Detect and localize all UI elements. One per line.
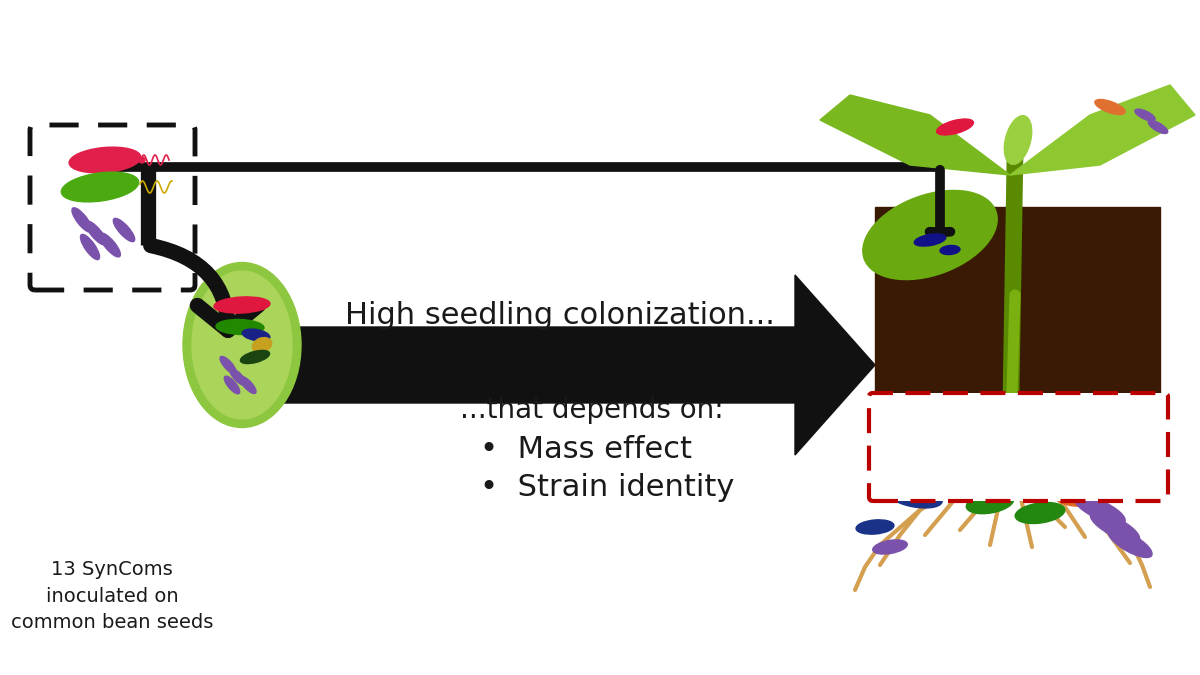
- Ellipse shape: [1054, 488, 1096, 506]
- Text: 13 SynComs
inoculated on
common bean seeds: 13 SynComs inoculated on common bean see…: [11, 560, 214, 632]
- Ellipse shape: [70, 147, 140, 173]
- Bar: [875, 207, 1160, 457]
- FancyBboxPatch shape: [30, 125, 194, 290]
- Text: •  Mass effect: • Mass effect: [480, 435, 692, 464]
- Ellipse shape: [1075, 496, 1126, 524]
- Ellipse shape: [252, 338, 271, 352]
- Polygon shape: [1010, 85, 1195, 175]
- Ellipse shape: [242, 329, 270, 341]
- Ellipse shape: [240, 377, 256, 394]
- Text: High seedling colonization...: High seedling colonization...: [346, 300, 775, 329]
- Ellipse shape: [914, 234, 946, 246]
- Ellipse shape: [72, 208, 92, 232]
- Ellipse shape: [61, 172, 139, 202]
- Ellipse shape: [192, 271, 292, 419]
- FancyBboxPatch shape: [869, 393, 1168, 501]
- Text: Influence on rhizosphere
and seedling microbiota: Influence on rhizosphere and seedling mi…: [902, 425, 1134, 469]
- Ellipse shape: [85, 221, 107, 245]
- Ellipse shape: [1148, 121, 1168, 134]
- Ellipse shape: [1108, 529, 1152, 558]
- Text: ...that depends on:: ...that depends on:: [460, 396, 724, 424]
- Ellipse shape: [1091, 512, 1140, 542]
- Ellipse shape: [224, 376, 240, 394]
- Ellipse shape: [863, 190, 997, 279]
- Ellipse shape: [856, 520, 894, 534]
- Text: •  Strain identity: • Strain identity: [480, 472, 734, 502]
- Ellipse shape: [182, 263, 301, 427]
- Ellipse shape: [230, 369, 246, 385]
- Ellipse shape: [100, 233, 120, 257]
- Polygon shape: [270, 275, 875, 455]
- FancyArrowPatch shape: [151, 246, 258, 330]
- Ellipse shape: [80, 234, 100, 260]
- Ellipse shape: [1009, 481, 1051, 499]
- Ellipse shape: [1135, 109, 1156, 121]
- Ellipse shape: [1004, 115, 1032, 165]
- Ellipse shape: [214, 297, 270, 313]
- Ellipse shape: [220, 356, 236, 373]
- Ellipse shape: [1015, 502, 1064, 524]
- Ellipse shape: [216, 319, 264, 335]
- Ellipse shape: [936, 119, 973, 135]
- Ellipse shape: [872, 540, 907, 554]
- Ellipse shape: [940, 246, 960, 254]
- Ellipse shape: [922, 472, 979, 494]
- Ellipse shape: [1094, 99, 1126, 115]
- Ellipse shape: [888, 486, 942, 508]
- Ellipse shape: [139, 157, 145, 163]
- Ellipse shape: [966, 492, 1014, 514]
- Polygon shape: [820, 95, 1010, 175]
- Ellipse shape: [240, 350, 270, 364]
- Ellipse shape: [113, 218, 134, 242]
